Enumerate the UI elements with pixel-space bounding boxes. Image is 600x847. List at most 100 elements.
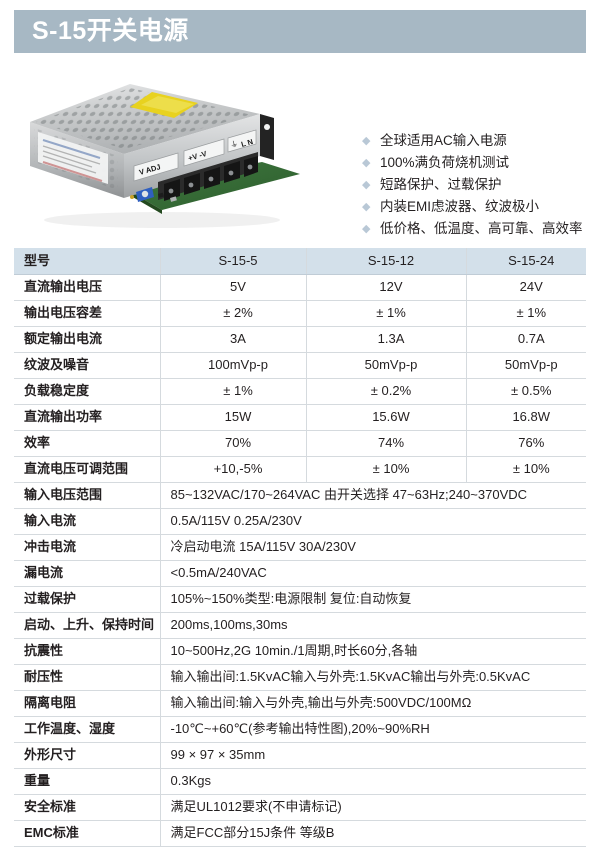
list-item: ◆ 全球适用AC输入电源 xyxy=(362,130,594,152)
row-value: ± 0.2% xyxy=(306,378,467,405)
feature-label: 内装EMI虑波器、纹波极小 xyxy=(380,199,540,215)
row-value: ± 1% xyxy=(160,378,307,405)
row-label: 耐压性 xyxy=(14,664,161,691)
column-header-s-15-5: S-15-5 xyxy=(160,248,307,275)
row-value: ± 1% xyxy=(466,300,586,327)
row-value: 1.3A xyxy=(306,326,467,353)
row-value: 50mVp-p xyxy=(466,352,586,379)
row-label: 输入电流 xyxy=(14,508,161,535)
diamond-bullet-icon: ◆ xyxy=(362,178,371,191)
row-value-merged: 输入输出间:输入与外壳,输出与外壳:500VDC/100MΩ xyxy=(160,690,586,717)
row-value-merged: 200ms,100ms,30ms xyxy=(160,612,586,639)
row-label: 工作温度、湿度 xyxy=(14,716,161,743)
feature-label: 低价格、低温度、高可靠、高效率 xyxy=(380,221,583,237)
row-value-merged: <0.5mA/240VAC xyxy=(160,560,586,587)
row-label: 效率 xyxy=(14,430,161,457)
feature-list: ◆ 全球适用AC输入电源 ◆ 100%满负荷烧机测试 ◆ 短路保护、过载保护 ◆… xyxy=(362,130,594,240)
diamond-bullet-icon: ◆ xyxy=(362,134,371,147)
table-row: 漏电流 <0.5mA/240VAC xyxy=(14,560,586,587)
specification-table: 型号 S-15-5 S-15-12 S-15-24 直流输出电压 5V 12V 24V… xyxy=(14,248,586,847)
row-value-merged: 85~132VAC/170~264VAC 由开关选择 47~63Hz;240~3… xyxy=(160,482,586,509)
row-value: ± 2% xyxy=(160,300,307,327)
table-row: 额定输出电流 3A 1.3A 0.7A xyxy=(14,326,586,353)
table-row: 启动、上升、保持时间 200ms,100ms,30ms xyxy=(14,612,586,639)
table-row: 纹波及噪音 100mVp-p 50mVp-p 50mVp-p xyxy=(14,352,586,379)
row-label: 输入电压范围 xyxy=(14,482,161,509)
table-row: 外形尺寸 99 × 97 × 35mm xyxy=(14,742,586,769)
row-value: 76% xyxy=(466,430,586,457)
row-value: 100mVp-p xyxy=(160,352,307,379)
svg-text:L N: L N xyxy=(240,137,254,149)
table-row: 直流输出电压 5V 12V 24V xyxy=(14,274,586,301)
table-row: 负载稳定度 ± 1% ± 0.2% ± 0.5% xyxy=(14,378,586,405)
svg-text:⏚: ⏚ xyxy=(229,139,239,150)
page-title: S-15开关电源 xyxy=(32,17,189,45)
column-header-s-15-24: S-15-24 xyxy=(466,248,586,275)
row-value-merged: 输入输出间:1.5KvAC输入与外壳:1.5KvAC输出与外壳:0.5KvAC xyxy=(160,664,586,691)
table-row: 直流输出功率 15W 15.6W 16.8W xyxy=(14,404,586,431)
column-header-model: 型号 xyxy=(14,248,161,275)
row-value: 74% xyxy=(306,430,467,457)
row-value-merged: 满足UL1012要求(不申请标记) xyxy=(160,794,586,821)
table-row: 输入电压范围 85~132VAC/170~264VAC 由开关选择 47~63Hz… xyxy=(14,482,586,509)
table-row: 抗震性 10~500Hz,2G 10min./1周期,时长60分,各轴 xyxy=(14,638,586,665)
hero-section: V ADJ +V -V L N ⏚ xyxy=(0,62,600,242)
table-row: 耐压性 输入输出间:1.5KvAC输入与外壳:1.5KvAC输出与外壳:0.5Kv… xyxy=(14,664,586,691)
row-label: 过载保护 xyxy=(14,586,161,613)
row-label: 直流电压可调范围 xyxy=(14,456,161,483)
row-value: 0.7A xyxy=(466,326,586,353)
row-value-merged: 105%~150%类型:电源限制 复位:自动恢复 xyxy=(160,586,586,613)
row-label: 外形尺寸 xyxy=(14,742,161,769)
row-value-merged: 满足FCC部分15J条件 等级B xyxy=(160,820,586,847)
row-value-merged: 99 × 97 × 35mm xyxy=(160,742,586,769)
column-header-s-15-12: S-15-12 xyxy=(306,248,467,275)
row-value: 50mVp-p xyxy=(306,352,467,379)
table-row: 安全标准 满足UL1012要求(不申请标记) xyxy=(14,794,586,821)
page-header-bar: S-15开关电源 xyxy=(14,10,586,53)
row-value: 15.6W xyxy=(306,404,467,431)
row-value: +10,-5% xyxy=(160,456,307,483)
row-label: 负载稳定度 xyxy=(14,378,161,405)
row-value-merged: -10℃~+60℃(参考输出特性图),20%~90%RH xyxy=(160,716,586,743)
table-row: 过载保护 105%~150%类型:电源限制 复位:自动恢复 xyxy=(14,586,586,613)
table-row: 输入电流 0.5A/115V 0.25A/230V xyxy=(14,508,586,535)
spec-table-body: 型号 S-15-5 S-15-12 S-15-24 直流输出电压 5V 12V 24V… xyxy=(14,248,586,847)
row-label: 额定输出电流 xyxy=(14,326,161,353)
row-value: 12V xyxy=(306,274,467,301)
table-row: 输出电压容差 ± 2% ± 1% ± 1% xyxy=(14,300,586,327)
row-value: 70% xyxy=(160,430,307,457)
table-row: 工作温度、湿度 -10℃~+60℃(参考输出特性图),20%~90%RH xyxy=(14,716,586,743)
row-value: ± 10% xyxy=(306,456,467,483)
row-label: 输出电压容差 xyxy=(14,300,161,327)
product-photo: V ADJ +V -V L N ⏚ xyxy=(12,70,312,235)
list-item: ◆ 短路保护、过载保护 xyxy=(362,174,594,196)
table-row: 直流电压可调范围 +10,-5% ± 10% ± 10% xyxy=(14,456,586,483)
feature-label: 短路保护、过载保护 xyxy=(380,177,502,193)
table-row: 重量 0.3Kgs xyxy=(14,768,586,795)
row-value: ± 10% xyxy=(466,456,586,483)
row-label: 直流输出电压 xyxy=(14,274,161,301)
row-value: 5V xyxy=(160,274,307,301)
row-value: ± 0.5% xyxy=(466,378,586,405)
row-label: 抗震性 xyxy=(14,638,161,665)
list-item: ◆ 内装EMI虑波器、纹波极小 xyxy=(362,196,594,218)
table-header-row: 型号 S-15-5 S-15-12 S-15-24 xyxy=(14,248,586,275)
row-value-merged: 冷启动电流 15A/115V 30A/230V xyxy=(160,534,586,561)
row-label: EMC标准 xyxy=(14,820,161,847)
row-value-merged: 0.5A/115V 0.25A/230V xyxy=(160,508,586,535)
row-label: 隔离电阻 xyxy=(14,690,161,717)
row-label: 重量 xyxy=(14,768,161,795)
diamond-bullet-icon: ◆ xyxy=(362,200,371,213)
row-value: ± 1% xyxy=(306,300,467,327)
list-item: ◆ 低价格、低温度、高可靠、高效率 xyxy=(362,218,594,240)
row-value: 24V xyxy=(466,274,586,301)
table-row: 效率 70% 74% 76% xyxy=(14,430,586,457)
table-row: EMC标准 满足FCC部分15J条件 等级B xyxy=(14,820,586,847)
table-row: 隔离电阻 输入输出间:输入与外壳,输出与外壳:500VDC/100MΩ xyxy=(14,690,586,717)
row-label: 冲击电流 xyxy=(14,534,161,561)
row-value: 16.8W xyxy=(466,404,586,431)
diamond-bullet-icon: ◆ xyxy=(362,222,371,235)
row-value: 3A xyxy=(160,326,307,353)
feature-label: 全球适用AC输入电源 xyxy=(380,133,507,149)
row-label: 纹波及噪音 xyxy=(14,352,161,379)
